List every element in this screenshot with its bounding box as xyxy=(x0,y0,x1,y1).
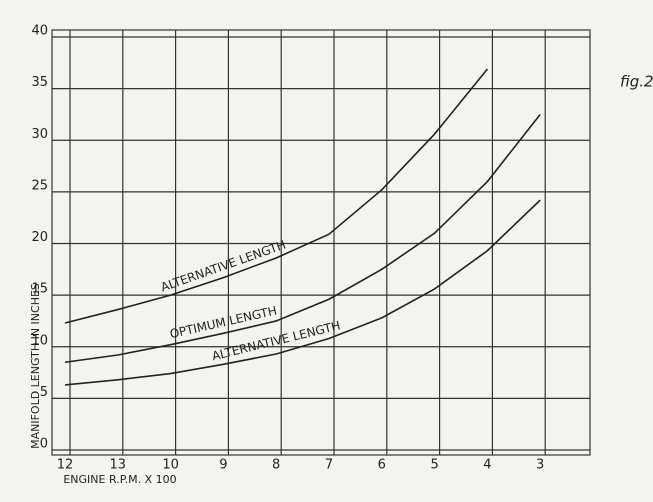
x-tick-label: 12 xyxy=(57,458,74,473)
x-tick-label: 6 xyxy=(378,458,386,473)
x-tick-label: 10 xyxy=(162,458,179,473)
y-tick-label: 25 xyxy=(31,178,48,193)
series-line xyxy=(64,68,489,324)
y-tick-label: 5 xyxy=(40,385,48,400)
x-tick-label: 13 xyxy=(110,458,127,473)
y-tick-label: 10 xyxy=(31,333,48,348)
y-tick-label: 35 xyxy=(31,75,48,90)
x-tick-label: 3 xyxy=(536,458,544,473)
figure-label: fig.2 xyxy=(620,73,653,91)
plot-frame xyxy=(51,29,591,456)
y-tick-label: 30 xyxy=(31,127,48,142)
x-tick-label: 5 xyxy=(430,458,438,473)
x-axis-label: ENGINE R.P.M. X 100 xyxy=(63,473,176,486)
series-line xyxy=(64,113,541,364)
y-tick-label: 40 xyxy=(31,24,48,39)
y-tick-label: 15 xyxy=(31,282,48,297)
y-axis-label: MANIFOLD LENGTH IN INCHES xyxy=(29,283,42,449)
series-line xyxy=(64,199,541,386)
y-tick-label: 20 xyxy=(31,230,48,245)
x-tick-label: 9 xyxy=(219,458,227,473)
x-tick-label: 4 xyxy=(483,458,491,473)
x-tick-label: 8 xyxy=(272,458,280,473)
y-tick-label: 0 xyxy=(40,437,48,452)
x-tick-label: 7 xyxy=(325,458,333,473)
